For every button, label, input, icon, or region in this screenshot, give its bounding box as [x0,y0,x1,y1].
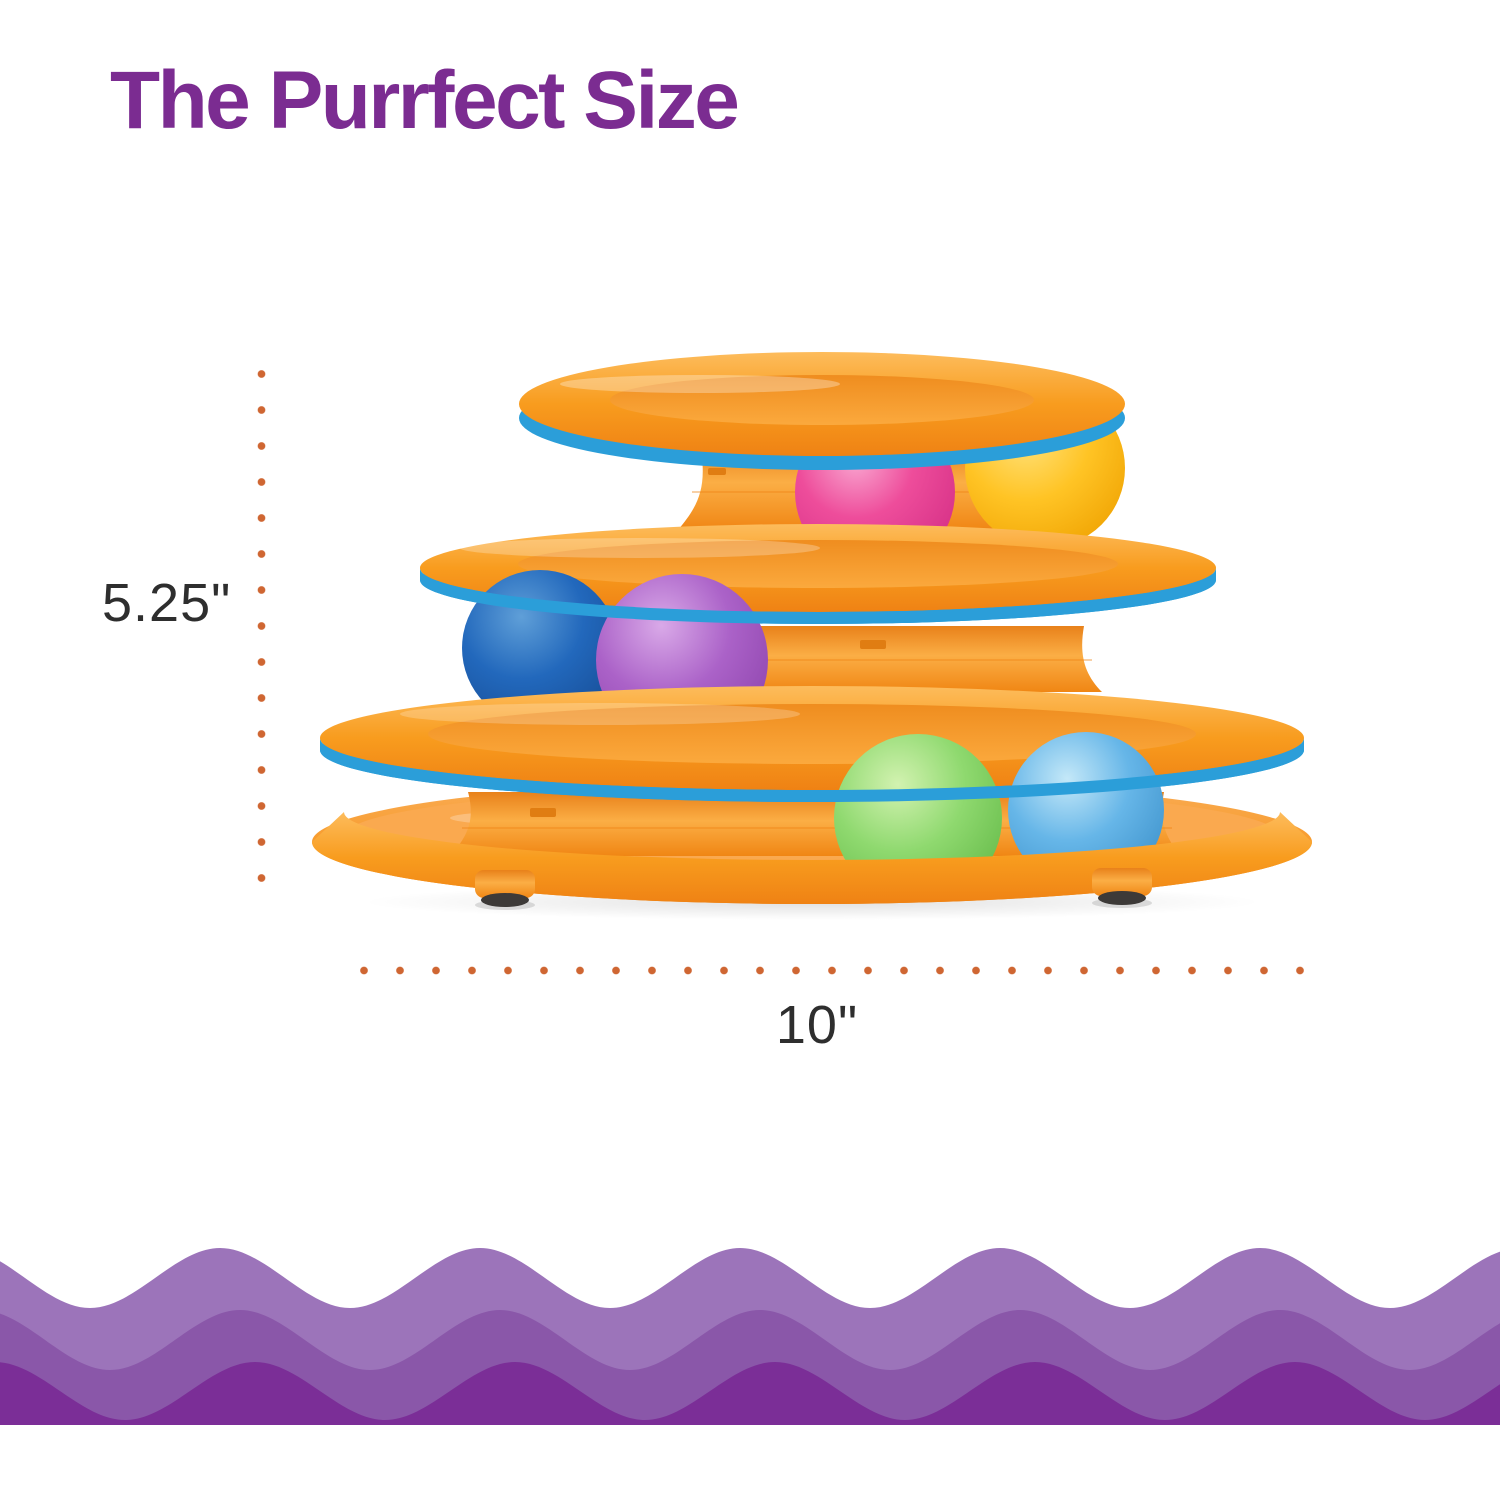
page-title: The Purrfect Size [110,55,740,146]
left-foot [475,870,535,910]
middle-tier-blue-rim-front [420,568,1216,624]
height-dimension-dotted-line [257,356,266,892]
height-dimension-label: 5.25" [102,573,232,633]
base-dish-front [312,812,1312,904]
right-foot [1092,868,1152,908]
width-dimension-label: 10" [775,995,859,1055]
wave-dark-layer [0,1362,1500,1425]
purple-wave-footer [0,1248,1500,1425]
width-dimension-dotted-line [346,966,1304,975]
product-image-cat-ball-tower [312,352,1312,920]
top-tier-plate [519,352,1125,470]
bottom-tier-blue-rim-front [320,738,1304,802]
